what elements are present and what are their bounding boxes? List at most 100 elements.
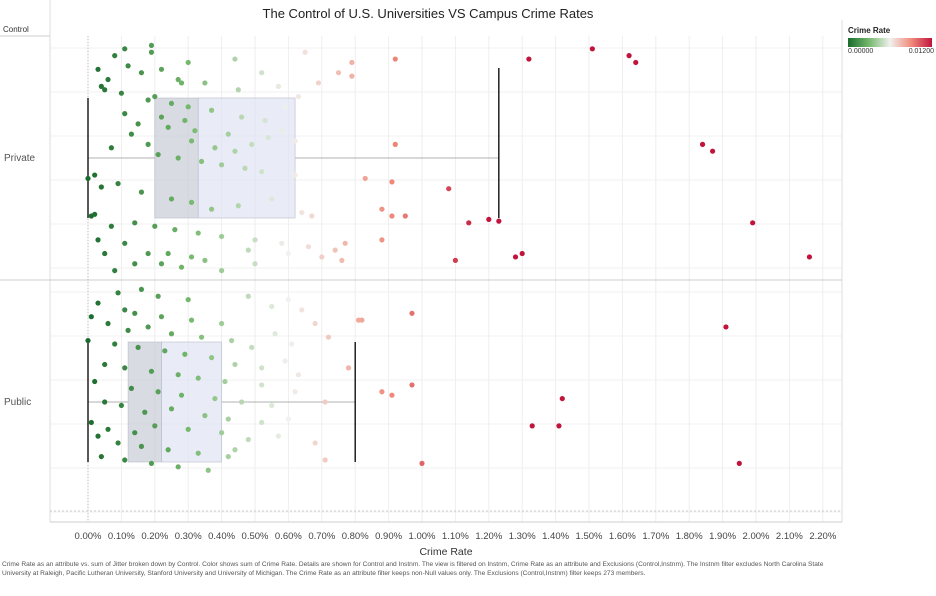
data-point-private — [626, 53, 632, 59]
data-point-public — [168, 406, 175, 412]
data-point-private — [132, 220, 138, 226]
x-tick-label: 0.10% — [108, 531, 135, 542]
data-point-private — [279, 128, 285, 134]
data-point-public — [229, 337, 235, 344]
data-point-private — [128, 131, 135, 137]
x-tick-label: 0.80% — [342, 531, 369, 542]
data-point-private — [138, 70, 145, 76]
box-upper-half — [197, 97, 296, 219]
data-point-private — [402, 213, 408, 219]
chart-footnote: Crime Rate as an attribute vs. sum of Ji… — [2, 561, 824, 577]
x-tick-label: 1.00% — [409, 531, 436, 542]
data-point-private — [392, 141, 398, 147]
data-point-private — [212, 145, 218, 151]
data-point-private — [305, 244, 312, 250]
data-point-public — [185, 297, 191, 303]
data-point-public — [282, 358, 288, 364]
data-point-public — [132, 430, 138, 436]
data-point-public — [325, 334, 332, 340]
data-point-private — [239, 114, 245, 120]
data-point-private — [259, 70, 265, 76]
data-point-private — [319, 254, 325, 260]
data-point-public — [158, 314, 165, 320]
data-point-public — [222, 378, 228, 385]
data-point-private — [496, 218, 502, 224]
data-point-private — [335, 70, 342, 76]
data-point-public — [322, 399, 328, 405]
data-point-private — [315, 80, 322, 86]
data-point-private — [208, 206, 215, 212]
data-point-public — [188, 317, 195, 323]
data-point-private — [202, 80, 208, 86]
data-point-private — [219, 267, 225, 274]
x-tick-label: 0.00% — [75, 531, 102, 542]
data-point-public — [105, 426, 111, 432]
legend-title: Crime Rate — [848, 26, 891, 35]
data-point-public — [148, 368, 155, 374]
data-point-private — [466, 220, 472, 226]
data-point-public — [225, 416, 231, 422]
data-point-private — [302, 49, 308, 55]
data-point-private — [265, 134, 271, 141]
data-point-public — [115, 440, 121, 446]
data-point-public — [245, 436, 251, 443]
data-point-public — [259, 419, 265, 426]
data-point-private — [526, 56, 532, 62]
color-legend: Crime Rate 0.00000 0.01200 — [848, 26, 934, 55]
data-point-public — [275, 433, 281, 439]
data-point-public — [299, 307, 305, 313]
data-point-private — [122, 111, 128, 117]
data-point-public — [322, 457, 328, 463]
data-point-private — [709, 148, 716, 154]
x-tick-label: 0.50% — [242, 531, 269, 542]
data-point-public — [118, 402, 124, 409]
data-point-private — [168, 100, 175, 107]
legend-min-label: 0.00000 — [848, 48, 874, 55]
data-point-public — [122, 307, 128, 313]
data-point-private — [202, 257, 208, 263]
data-point-private — [279, 240, 285, 246]
legend-gradient-bar — [848, 38, 932, 47]
x-tick-label: 0.70% — [308, 531, 335, 542]
data-point-private — [158, 261, 165, 267]
data-point-private — [292, 172, 298, 178]
data-point-private — [158, 66, 165, 72]
data-point-private — [269, 196, 275, 202]
data-point-private — [188, 199, 195, 205]
data-point-private — [295, 93, 302, 100]
data-point-private — [249, 141, 255, 147]
x-tick-label: 0.60% — [275, 531, 302, 542]
data-point-private — [148, 49, 155, 55]
data-point-private — [158, 114, 165, 120]
data-point-public — [723, 324, 729, 330]
x-tick-label: 1.60% — [609, 531, 636, 542]
data-point-private — [178, 264, 185, 270]
data-point-public — [559, 395, 565, 402]
data-point-public — [389, 392, 395, 398]
data-point-private — [806, 254, 813, 260]
data-point-public — [556, 423, 562, 429]
data-point-public — [269, 402, 275, 409]
data-point-public — [178, 392, 185, 398]
data-point-public — [115, 290, 121, 296]
data-point-private — [198, 158, 205, 165]
data-point-private — [379, 206, 385, 212]
data-point-private — [155, 151, 161, 158]
data-point-private — [85, 175, 91, 182]
data-point-private — [118, 90, 124, 96]
data-point-private — [102, 87, 108, 93]
data-point-private — [98, 184, 104, 190]
data-point-private — [235, 203, 241, 209]
data-point-private — [750, 220, 756, 226]
data-point-private — [168, 196, 175, 202]
data-point-public — [145, 324, 151, 330]
data-point-public — [112, 341, 118, 347]
data-point-private — [446, 186, 452, 192]
data-point-private — [349, 59, 355, 66]
chart-title: The Control of U.S. Universities VS Camp… — [262, 6, 594, 21]
data-point-private — [122, 240, 128, 246]
box-lower-half — [127, 341, 162, 463]
data-point-public — [359, 317, 365, 323]
row-label-public: Public — [4, 397, 31, 408]
data-point-private — [188, 254, 195, 260]
